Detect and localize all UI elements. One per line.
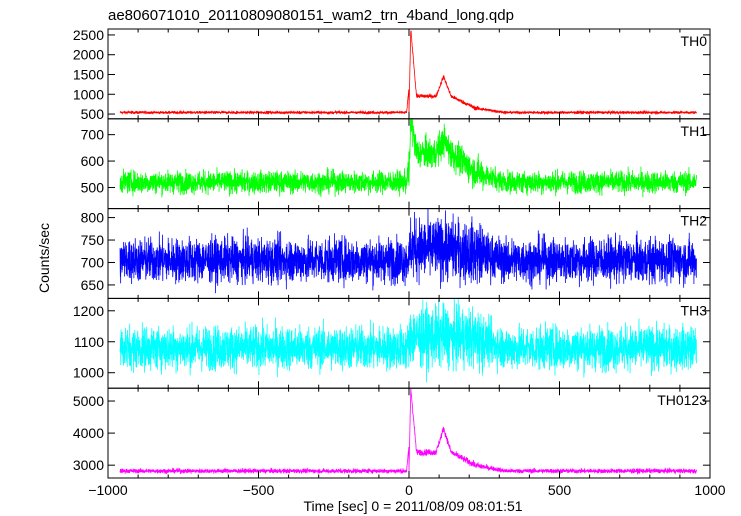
y-tick-label: 500 [81,179,105,195]
y-tick-label: 1000 [73,365,104,381]
y-tick-label: 650 [81,277,105,293]
series-line-th0123 [119,388,697,475]
x-axis-label: Time [sec] 0 = 2011/08/09 08:01:51 [303,498,522,514]
y-tick-label: 1200 [73,303,104,319]
y-tick-label: 750 [81,232,105,248]
x-tick-label: 500 [548,482,572,498]
panel-label: TH3 [681,302,708,318]
panel-th0123: 3000 4000 5000 TH0123 [73,387,711,479]
y-tick-label: 800 [81,210,105,226]
panels: 500 1000 1500 2000 2500 TH0 500 600 700 TH1 650 700… [73,27,711,479]
panel-th3: 1000 1100 1200 TH3 [73,297,711,389]
panel-th1: 500 600 700 TH1 [81,118,711,210]
y-tick-label: 700 [81,254,105,270]
y-tick-label: 1100 [74,334,104,350]
y-tick-label: 3000 [73,457,104,473]
panel-label: TH0123 [657,392,707,408]
x-tick-label: 0 [405,482,413,498]
y-tick-label: 5000 [73,393,104,409]
y-tick-label: 700 [81,127,105,143]
chart-title: ae806071010_20110809080151_wam2_trn_4ban… [108,7,514,24]
panel-label: TH0 [681,33,708,49]
x-tick-label: 1000 [694,482,725,498]
x-tick-label: −500 [243,482,275,498]
y-tick-label: 1000 [73,86,104,102]
y-tick-label: 600 [81,153,105,169]
series-line-th2 [119,208,697,294]
x-tick-label: −1000 [88,482,128,498]
series-line-th1 [119,118,697,198]
y-tick-label: 500 [81,106,105,122]
y-axis-label: Counts/sec [36,223,52,293]
y-tick-label: 2000 [73,47,104,63]
panel-label: TH1 [681,123,708,139]
panel-th0: 500 1000 1500 2000 2500 TH0 [73,27,711,122]
panel-th2: 650 700 750 800 TH2 [81,208,711,299]
panel-label: TH2 [681,213,708,229]
series-line-th0 [119,30,697,116]
x-axis: −1000 −500 0 500 1000 [88,482,725,498]
y-tick-label: 2500 [73,27,104,43]
series-line-th3 [119,298,697,383]
y-tick-label: 1500 [73,66,104,82]
y-tick-label: 4000 [73,425,104,441]
